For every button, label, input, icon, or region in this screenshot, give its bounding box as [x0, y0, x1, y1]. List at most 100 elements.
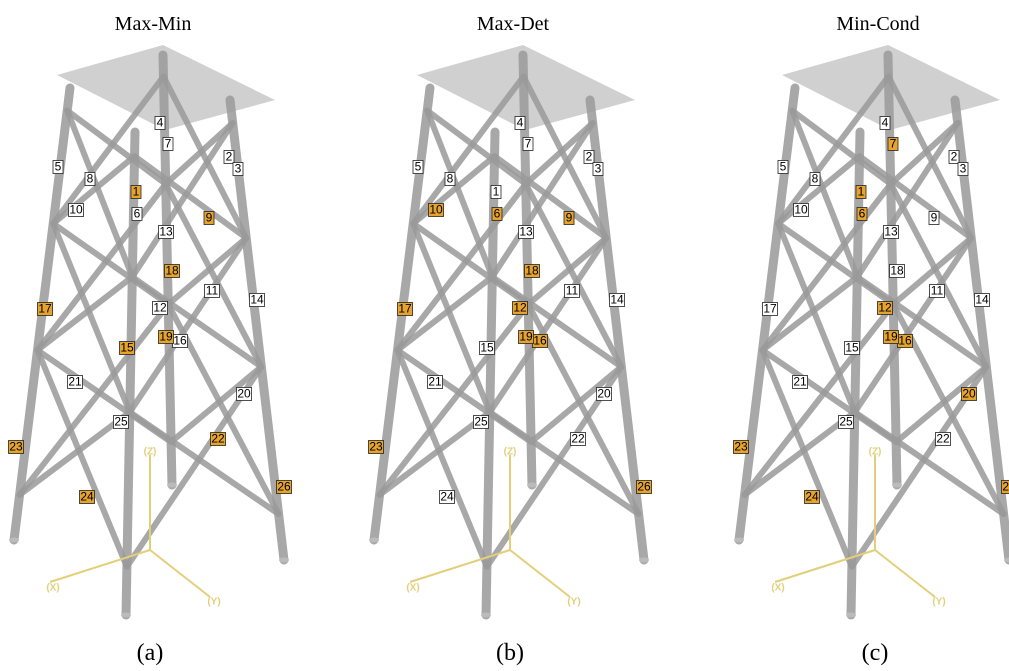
label-text: 8: [87, 172, 94, 186]
label-text: 19: [519, 330, 533, 344]
member-label: 10: [69, 203, 84, 217]
brace: [130, 412, 279, 514]
member-label: 18: [890, 264, 905, 278]
member-label: 21: [793, 375, 808, 389]
label-text: 25: [839, 415, 853, 429]
leg-end: [734, 538, 744, 543]
axis-label: (Y): [567, 597, 580, 608]
member-label: 14: [610, 293, 625, 307]
label-text: 7: [890, 137, 897, 151]
label-text: 14: [975, 293, 989, 307]
member-label: 17: [763, 302, 778, 316]
brace: [490, 412, 639, 514]
label-text: 13: [884, 225, 898, 239]
member-label: 12: [153, 301, 168, 315]
panel-caption: (a): [137, 640, 164, 666]
label-text: 7: [525, 137, 532, 151]
label-text: 15: [845, 341, 859, 355]
member-label: 25: [474, 415, 489, 429]
label-text: 5: [780, 160, 787, 174]
member-label: 21: [68, 375, 83, 389]
axis-line: [410, 550, 510, 582]
label-text: 6: [134, 207, 141, 221]
member-label: 20: [237, 387, 252, 401]
label-text: 8: [812, 172, 819, 186]
panel-title: Max-Det: [477, 13, 550, 35]
label-text: 5: [55, 160, 62, 174]
label-text: 11: [931, 284, 944, 298]
axis-line: [150, 550, 210, 597]
label-text: 16: [173, 334, 187, 348]
label-text: 4: [157, 116, 164, 130]
structure: [734, 45, 1009, 618]
label-text: 4: [517, 116, 524, 130]
member-label: 25: [114, 415, 129, 429]
brace: [492, 123, 592, 277]
member-label: 8: [445, 172, 455, 186]
member-label: 5: [413, 160, 423, 174]
member-label: 4: [880, 116, 890, 130]
member-label: 3: [233, 162, 243, 176]
label-text: 21: [428, 375, 442, 389]
member-label: 25: [839, 415, 854, 429]
label-text: 2: [586, 150, 593, 164]
member-label: 6: [492, 207, 502, 221]
label-text: 7: [165, 137, 172, 151]
member-label: 26: [277, 480, 292, 494]
label-text: 20: [237, 387, 251, 401]
label-text: 12: [878, 301, 892, 315]
label-text: 21: [68, 375, 82, 389]
brace: [130, 238, 246, 412]
member-label: 9: [929, 211, 939, 225]
label-text: 26: [637, 480, 651, 494]
leg-end: [369, 538, 379, 543]
leg-end: [846, 613, 856, 618]
axis-label: (X): [406, 583, 419, 594]
label-text: 1: [858, 185, 865, 199]
label-text: 17: [38, 302, 52, 316]
brace: [857, 123, 957, 277]
label-text: 18: [165, 264, 179, 278]
member-label: 23: [9, 440, 24, 454]
member-label: 19: [884, 330, 899, 344]
member-label: 17: [398, 302, 413, 316]
label-text: 15: [480, 341, 494, 355]
panel-title: Max-Min: [115, 13, 192, 35]
member-label: 8: [810, 172, 820, 186]
axis-line: [875, 550, 935, 597]
panel-caption: (c): [862, 640, 889, 666]
member-label: 21: [428, 375, 443, 389]
member-label: 22: [571, 432, 586, 446]
member-label: 15: [480, 341, 495, 355]
label-text: 17: [763, 302, 777, 316]
leg-end: [279, 558, 289, 563]
member-label: 9: [564, 211, 574, 225]
axis-label: (X): [46, 583, 59, 594]
member-label: 26: [637, 480, 652, 494]
label-text: 23: [734, 440, 748, 454]
member-label: 13: [519, 225, 534, 239]
member-label: 6: [857, 207, 867, 221]
label-text: 9: [566, 211, 573, 225]
label-text: 8: [447, 172, 454, 186]
brace: [490, 238, 606, 412]
member-label: 19: [519, 330, 534, 344]
member-label: 12: [513, 301, 528, 315]
label-text: 19: [884, 330, 898, 344]
member-label: 11: [565, 284, 580, 298]
leg-end: [527, 483, 537, 488]
label-text: 14: [610, 293, 624, 307]
member-label: 7: [888, 137, 898, 151]
member-label: 16: [898, 334, 913, 348]
leg-end: [639, 558, 649, 563]
axis-line: [50, 550, 150, 582]
label-text: 3: [960, 162, 967, 176]
member-label: 4: [515, 116, 525, 130]
label-text: 6: [494, 207, 501, 221]
member-label: 2: [224, 150, 234, 164]
member-label: 22: [211, 432, 226, 446]
label-text: 24: [805, 490, 819, 504]
member-label: 7: [163, 137, 173, 151]
member-label: 1: [856, 185, 866, 199]
label-text: 22: [571, 432, 585, 446]
